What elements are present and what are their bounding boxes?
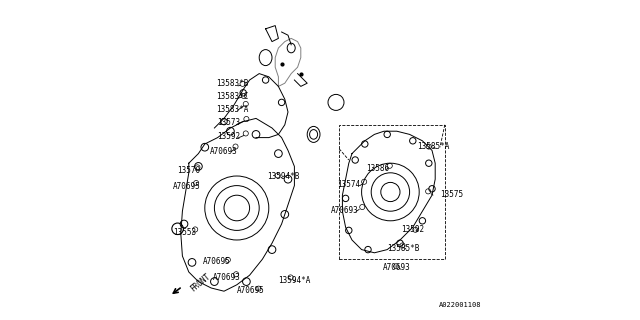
Text: 13585*A: 13585*A [418, 142, 450, 151]
Text: 13573: 13573 [218, 118, 241, 127]
Text: 13583*A: 13583*A [216, 105, 248, 114]
Text: A70695: A70695 [237, 286, 264, 295]
Text: A70695: A70695 [204, 257, 231, 266]
Text: A70693: A70693 [383, 263, 410, 272]
Text: A70695: A70695 [173, 182, 200, 191]
Text: FRONT: FRONT [189, 271, 212, 293]
Text: A70693: A70693 [212, 273, 241, 282]
Text: 13586: 13586 [366, 164, 390, 173]
Text: 13583*C: 13583*C [216, 92, 248, 101]
Text: 13585*B: 13585*B [387, 244, 420, 253]
Bar [339, 125, 445, 259]
Text: A022001108: A022001108 [438, 302, 481, 308]
Text: A70693: A70693 [210, 147, 237, 156]
Text: 13570: 13570 [178, 166, 201, 175]
Text: 13594*B: 13594*B [268, 172, 300, 181]
Text: 13592: 13592 [402, 225, 425, 234]
Text: A70693: A70693 [332, 206, 359, 215]
Text: 13594*A: 13594*A [278, 276, 311, 285]
Text: 13583*B: 13583*B [216, 79, 248, 88]
Text: 13574: 13574 [338, 180, 361, 189]
Text: 13553: 13553 [173, 228, 196, 237]
Text: 13575: 13575 [440, 190, 463, 199]
Text: 13592: 13592 [218, 132, 241, 141]
